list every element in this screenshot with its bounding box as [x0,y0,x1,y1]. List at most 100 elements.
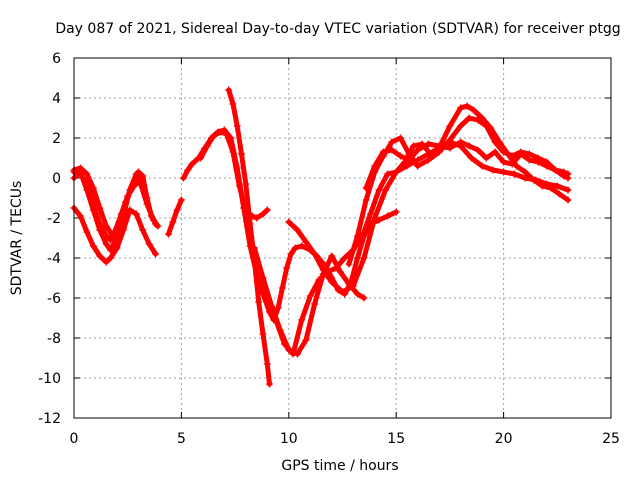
data-point-marker [405,156,413,164]
data-point-marker [409,142,417,150]
tick-layer [73,57,612,419]
data-point-marker [354,290,362,298]
data-point-marker [311,250,319,258]
data-point-marker [229,100,237,108]
data-point-marker [446,138,454,146]
y-axis-label: SDTVAR / TECUs [9,181,25,296]
data-point-marker [564,170,572,178]
data-point-marker [298,316,306,324]
data-point-marker [132,210,140,218]
data-point-marker [446,122,454,130]
data-point-marker [465,142,473,150]
data-point-marker [89,184,97,192]
series-track-d [70,168,142,244]
data-point-marker [388,146,396,154]
data-point-marker [281,340,289,348]
tick-label-layer: 0 5 10 15 20 25 -12 -10 -8 -6 -4 -2 0 2 4 6 [38,51,620,447]
y-tick-label: -4 [47,251,61,267]
data-point-marker [119,226,127,234]
data-point-marker [298,242,306,250]
data-point-marker [197,154,205,162]
data-point-marker [328,252,336,260]
data-point-marker [457,138,465,146]
series-trace [198,129,270,221]
data-point-marker [124,192,132,200]
series-track-e [165,196,185,238]
y-tick-label: 4 [52,91,61,107]
data-point-marker [521,174,529,182]
data-point-marker [259,210,267,218]
y-tick-label: 2 [52,131,61,147]
data-point-marker [96,204,104,212]
data-point-marker [491,138,499,146]
data-point-marker [371,162,379,170]
data-point-marker [246,220,254,228]
x-tick-label: 0 [70,431,79,447]
series-layer [70,86,572,388]
data-point-marker [424,156,432,164]
data-point-marker [414,162,422,170]
series-trace [71,205,159,265]
data-point-marker [319,266,327,274]
data-point-marker [89,242,97,250]
data-point-marker [532,176,540,184]
series-track-g [197,128,271,222]
data-point-marker [366,210,374,218]
data-point-marker [113,244,121,252]
data-point-marker [259,274,267,282]
data-point-marker [177,196,185,204]
series-track-c [70,204,160,266]
data-point-marker [149,216,157,224]
y-tick-label: -2 [47,211,61,227]
data-point-marker [360,254,368,262]
data-point-marker [392,208,400,216]
data-point-marker [76,212,84,220]
data-point-marker [457,122,465,130]
data-point-marker [134,178,142,186]
data-point-marker [263,206,271,214]
data-point-marker [83,228,91,236]
data-point-marker [293,226,301,234]
data-point-marker [180,174,188,182]
data-point-marker [242,180,250,188]
data-point-marker [427,150,435,158]
data-point-marker [478,162,486,170]
data-point-marker [489,166,497,174]
data-point-marker [311,300,319,308]
data-point-marker [315,276,323,284]
data-point-marker [512,162,520,170]
data-point-marker [564,186,572,194]
data-point-marker [291,244,299,252]
data-point-marker [375,186,383,194]
data-point-marker [83,170,91,178]
data-point-marker [328,278,336,286]
data-point-marker [283,264,291,272]
y-tick-label: -6 [47,291,61,307]
data-point-marker [285,218,293,226]
data-point-marker [302,336,310,344]
data-point-marker [491,148,499,156]
data-point-marker [396,134,404,142]
data-point-marker [143,200,151,208]
data-point-marker [255,298,263,306]
y-tick-label: -12 [38,411,61,427]
data-point-marker [265,380,273,388]
data-point-marker [358,234,366,242]
data-point-marker [154,222,162,230]
data-point-marker [102,222,110,230]
data-point-marker [470,106,478,114]
data-point-marker [354,254,362,262]
data-point-marker [560,168,568,176]
data-point-marker [362,196,370,204]
grid-layer [74,58,611,418]
y-tick-label: -8 [47,331,61,347]
data-point-marker [349,282,357,290]
data-point-marker [555,190,563,198]
plot-frame [73,57,612,419]
data-point-marker [235,182,243,190]
data-point-marker [446,144,454,152]
data-point-marker [132,170,140,178]
data-point-marker [102,232,110,240]
data-point-marker [424,140,432,148]
data-point-marker [362,184,370,192]
